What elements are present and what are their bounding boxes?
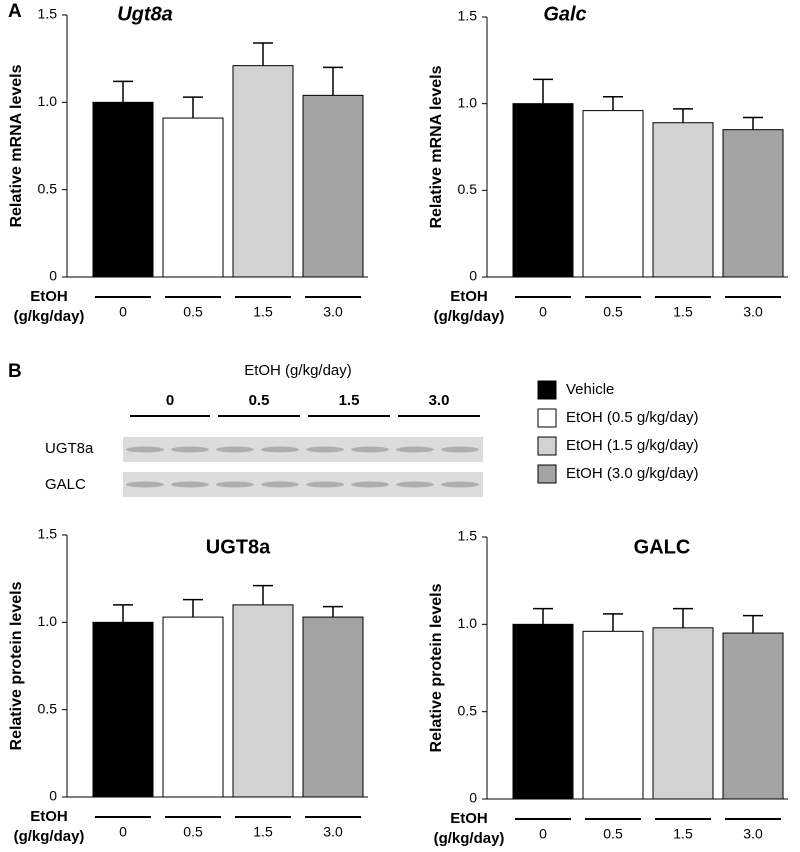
blot-group-label: 0 bbox=[166, 392, 174, 409]
y-tick-label: 0 bbox=[49, 788, 57, 804]
blot-band bbox=[396, 481, 434, 488]
y-tick-label: 1.5 bbox=[458, 8, 478, 24]
blot-band bbox=[396, 446, 434, 453]
blot-band bbox=[306, 481, 344, 488]
x-tick-label: 1.5 bbox=[253, 824, 273, 840]
x-tick-label: 3.0 bbox=[323, 824, 343, 840]
x-tick-label: 0 bbox=[539, 304, 547, 320]
y-tick-label: 1.5 bbox=[458, 528, 478, 544]
chart-title: UGT8a bbox=[206, 536, 271, 558]
bar bbox=[512, 103, 574, 278]
blot-band bbox=[126, 446, 164, 453]
x-axis-label: (g/kg/day) bbox=[14, 828, 85, 845]
blot-group-label: 3.0 bbox=[429, 392, 450, 409]
bar bbox=[512, 623, 574, 800]
y-tick-label: 0.5 bbox=[38, 700, 58, 716]
blot-band bbox=[441, 481, 479, 488]
panel-label: B bbox=[8, 361, 22, 382]
legend-label: Vehicle bbox=[566, 381, 614, 398]
blot-band bbox=[351, 446, 389, 453]
x-axis-label: EtOH bbox=[30, 288, 68, 305]
bar bbox=[722, 632, 784, 800]
x-tick-label: 0.5 bbox=[603, 304, 623, 320]
y-axis-label: Relative protein levels bbox=[428, 583, 445, 752]
x-axis-label: EtOH bbox=[450, 810, 488, 827]
x-axis-label: (g/kg/day) bbox=[434, 308, 505, 325]
y-tick-label: 0.5 bbox=[38, 180, 58, 196]
bar bbox=[302, 94, 364, 278]
blot-band bbox=[126, 481, 164, 488]
bar bbox=[652, 122, 714, 278]
chart-title: Galc bbox=[543, 3, 586, 25]
x-tick-label: 1.5 bbox=[253, 304, 273, 320]
x-tick-label: 1.5 bbox=[673, 826, 693, 842]
bar bbox=[232, 604, 294, 798]
legend-swatch bbox=[537, 436, 557, 456]
x-tick-label: 3.0 bbox=[323, 304, 343, 320]
blot-band bbox=[441, 446, 479, 453]
blot-band bbox=[306, 446, 344, 453]
blot-group-label: 0.5 bbox=[249, 392, 270, 409]
bar bbox=[232, 65, 294, 278]
bar bbox=[582, 110, 644, 278]
legend-label: EtOH (3.0 g/kg/day) bbox=[566, 465, 699, 482]
chart-title: Ugt8a bbox=[117, 3, 173, 25]
x-tick-label: 1.5 bbox=[673, 304, 693, 320]
x-tick-label: 0 bbox=[119, 304, 127, 320]
blot-band bbox=[351, 481, 389, 488]
x-axis-label: (g/kg/day) bbox=[14, 308, 85, 325]
chart-title: GALC bbox=[634, 536, 691, 558]
blot-band bbox=[261, 446, 299, 453]
legend-label: EtOH (0.5 g/kg/day) bbox=[566, 409, 699, 426]
x-tick-label: 0 bbox=[539, 826, 547, 842]
x-tick-label: 3.0 bbox=[743, 304, 763, 320]
x-axis-label: (g/kg/day) bbox=[434, 830, 505, 847]
y-axis-label: Relative protein levels bbox=[8, 581, 25, 750]
bar bbox=[92, 621, 154, 798]
bar bbox=[652, 627, 714, 800]
y-tick-label: 0.5 bbox=[458, 702, 478, 718]
panel-label: A bbox=[8, 1, 22, 22]
legend-label: EtOH (1.5 g/kg/day) bbox=[566, 437, 699, 454]
y-tick-label: 1.0 bbox=[38, 613, 58, 629]
blot-band bbox=[216, 446, 254, 453]
bar bbox=[722, 129, 784, 278]
blot-band bbox=[171, 481, 209, 488]
bar bbox=[162, 117, 224, 278]
blot-band bbox=[171, 446, 209, 453]
y-tick-label: 1.0 bbox=[38, 93, 58, 109]
blot-band bbox=[261, 481, 299, 488]
x-tick-label: 0.5 bbox=[183, 824, 203, 840]
x-tick-label: 0.5 bbox=[183, 304, 203, 320]
bar bbox=[92, 101, 154, 278]
blot-band bbox=[216, 481, 254, 488]
x-tick-label: 0 bbox=[119, 824, 127, 840]
legend-swatch bbox=[537, 380, 557, 400]
x-axis-label: EtOH bbox=[30, 808, 68, 825]
bar bbox=[582, 630, 644, 800]
bar bbox=[302, 616, 364, 798]
y-tick-label: 1.5 bbox=[38, 526, 58, 542]
x-axis-label: EtOH bbox=[450, 288, 488, 305]
y-tick-label: 1.0 bbox=[458, 94, 478, 110]
y-tick-label: 1.0 bbox=[458, 615, 478, 631]
y-tick-label: 0 bbox=[469, 268, 477, 284]
blot-title: EtOH (g/kg/day) bbox=[244, 362, 352, 379]
blot-row-label: GALC bbox=[45, 476, 86, 493]
legend-swatch bbox=[537, 408, 557, 428]
x-tick-label: 0.5 bbox=[603, 826, 623, 842]
bar bbox=[162, 616, 224, 798]
y-tick-label: 0.5 bbox=[458, 181, 478, 197]
y-axis-label: Relative mRNA levels bbox=[8, 64, 25, 227]
y-tick-label: 0 bbox=[469, 790, 477, 806]
blot-row-label: UGT8a bbox=[45, 440, 94, 457]
legend-swatch bbox=[537, 464, 557, 484]
y-tick-label: 1.5 bbox=[38, 6, 58, 22]
y-axis-label: Relative mRNA levels bbox=[428, 65, 445, 228]
y-tick-label: 0 bbox=[49, 268, 57, 284]
x-tick-label: 3.0 bbox=[743, 826, 763, 842]
blot-group-label: 1.5 bbox=[339, 392, 360, 409]
